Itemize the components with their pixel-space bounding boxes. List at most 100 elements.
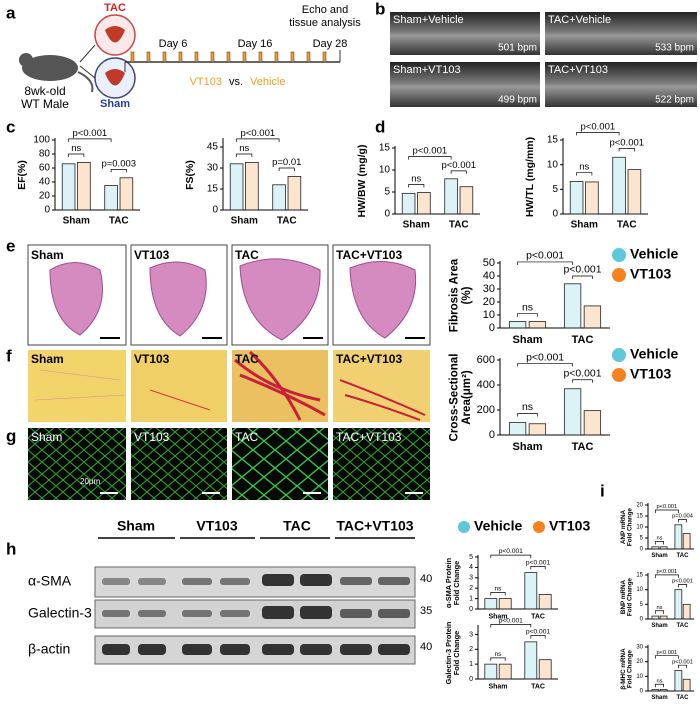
y-axis-label: Fold Change <box>452 631 461 675</box>
wga-label: TAC+VT103 <box>336 430 402 444</box>
significance-label: ns <box>522 302 533 313</box>
significance-bracket <box>236 153 253 157</box>
panel-letter: h <box>6 539 16 558</box>
significance-bracket <box>530 566 546 570</box>
significance-bracket <box>655 574 679 578</box>
legend-label: VT103 <box>549 518 590 534</box>
blot-marker: 35 <box>420 605 432 617</box>
y-tick-label: 3 <box>469 631 473 638</box>
y-axis-label: Area(μm²) <box>461 370 473 425</box>
bar <box>659 615 668 620</box>
versus-label: vs. <box>229 76 243 88</box>
significance-bracket <box>490 624 532 628</box>
y-axis-label: Fold Change <box>627 507 634 546</box>
y-axis-label: Fold Change <box>452 561 461 605</box>
y-tick-label: 15 <box>636 573 643 579</box>
wga-images <box>28 428 430 500</box>
y-tick-label: 10 <box>636 587 643 593</box>
y-tick-label: 2 <box>469 646 473 653</box>
bar <box>585 181 599 215</box>
significance-bracket <box>68 153 85 157</box>
control-label: Vehicle <box>250 76 285 88</box>
legend-swatch <box>458 521 470 533</box>
y-axis-label: ANP mRNA <box>620 509 627 544</box>
significance-bracket <box>678 519 687 523</box>
y-tick-label: 10 <box>547 159 559 170</box>
x-tick-label: TAC <box>677 623 690 629</box>
significance-label: p<0.001 <box>241 128 276 139</box>
significance-label: ns <box>239 143 249 154</box>
significance-bracket <box>408 184 425 188</box>
panel-letter: f <box>6 346 12 365</box>
significance-bracket <box>490 657 506 661</box>
bar <box>417 192 431 215</box>
psr-label: TAC <box>235 352 259 366</box>
significance-bracket <box>517 363 573 367</box>
significance-bracket <box>655 509 679 514</box>
significance-bracket <box>490 554 532 559</box>
legend-label: Vehicle <box>630 346 678 362</box>
panel-letter: i <box>600 481 605 500</box>
legend-swatch <box>612 348 626 362</box>
significance-label: ns <box>522 402 533 413</box>
significance-bracket <box>517 413 538 417</box>
bar <box>682 678 691 692</box>
significance-label: p=0.004 <box>672 514 693 520</box>
echo-label: TAC+Vehicle <box>548 14 611 26</box>
panel-letter: e <box>6 236 15 255</box>
he-label: TAC <box>235 248 259 262</box>
y-tick-label: 5 <box>552 184 558 195</box>
bar <box>77 161 91 211</box>
legend-swatch <box>612 248 626 262</box>
schematic <box>19 14 341 99</box>
panel-letter: g <box>6 426 16 445</box>
heart-rate: 522 bpm <box>655 95 694 106</box>
bar <box>484 663 498 680</box>
bar <box>498 663 512 680</box>
panel-letter: c <box>6 117 15 136</box>
y-tick-label: 0 <box>384 209 390 220</box>
y-tick-label: 600 <box>477 354 495 366</box>
significance-bracket <box>618 148 635 152</box>
y-tick-label: 15 <box>547 135 559 146</box>
blot-group: Sham <box>117 518 155 534</box>
bar <box>612 156 626 215</box>
significance-bracket <box>655 610 664 614</box>
significance-bracket <box>530 635 546 639</box>
endpoint-label: tissue analysis <box>289 17 361 29</box>
bar <box>651 546 660 550</box>
bar <box>674 670 683 692</box>
bar <box>401 192 416 215</box>
x-tick-label: TAC <box>572 334 594 346</box>
surgery-label: Sham <box>100 98 130 110</box>
wga-label: Sham <box>31 430 62 444</box>
bar <box>674 589 683 620</box>
legend-label: Vehicle <box>474 518 522 534</box>
y-tick-label: 30 <box>483 283 495 295</box>
significance-label: p<0.001 <box>657 504 678 510</box>
echo-images <box>390 12 697 107</box>
endpoint-label: Echo and <box>302 4 348 16</box>
heart-rate: 533 bpm <box>655 43 694 54</box>
significance-bracket <box>110 169 127 173</box>
significance-label: p<0.001 <box>609 137 644 148</box>
bar <box>538 594 552 610</box>
y-tick-label: 10 <box>636 525 643 531</box>
y-tick-label: 15 <box>636 514 643 520</box>
psr-label: Sham <box>31 352 64 366</box>
wga-label: TAC <box>235 430 258 444</box>
bar <box>287 175 302 211</box>
y-tick-label: 60 <box>39 163 51 174</box>
y-axis-label: HW/BW (mg/g) <box>356 145 368 218</box>
y-tick-label: 1 <box>469 595 473 602</box>
bar <box>563 283 582 329</box>
y-tick-label: 30 <box>636 645 643 651</box>
y-tick-label: 0 <box>552 209 558 220</box>
y-tick-label: 2 <box>469 585 473 592</box>
y-axis-label: Fold Change <box>627 649 634 688</box>
y-tick-label: 45 <box>207 142 219 153</box>
significance-bracket <box>655 655 679 659</box>
bar <box>682 533 691 550</box>
